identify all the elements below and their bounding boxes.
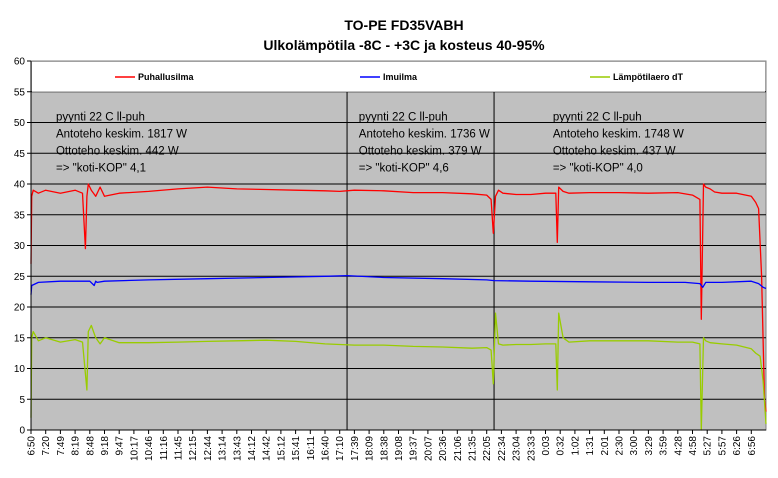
x-tick-label: 15:12: [276, 436, 287, 461]
y-tick-label: 0: [19, 426, 25, 437]
x-tick-label: 20:07: [423, 436, 434, 461]
x-tick-label: 10:46: [144, 436, 155, 461]
x-tick-label: 0:03: [541, 436, 552, 456]
x-tick-label: 16:11: [306, 436, 317, 461]
x-tick-label: 22:05: [482, 436, 493, 461]
x-tick-label: 5:57: [717, 436, 728, 456]
annotation-line: pyynti 22 C ll-puh: [56, 112, 145, 124]
x-tick-label: 21:06: [453, 436, 464, 461]
x-tick-label: 10:17: [129, 436, 140, 461]
y-tick-label: 5: [19, 395, 25, 406]
annotation-line: => "koti-KOP" 4,0: [553, 163, 643, 175]
x-tick-label: 1:31: [585, 436, 596, 456]
x-tick-label: 11:45: [174, 436, 185, 461]
series-lines: [30, 183, 767, 431]
x-tick-label: 3:00: [629, 436, 640, 456]
series-line: [30, 183, 767, 412]
x-tick-label: 3:29: [644, 436, 655, 456]
x-tick-label: 0:32: [556, 436, 567, 456]
x-tick-label: 21:35: [468, 436, 479, 461]
x-tick-label: 6:56: [747, 436, 758, 456]
y-tick-label: 10: [14, 364, 26, 375]
x-axis-ticks: 6:50 7:20 7:49 8:19 8:48 9:18 9:47 10:17 10:46 11…: [27, 430, 758, 461]
annotation-line: pyynti 22 C ll-puh: [359, 112, 448, 124]
annotations: pyynti 22 C ll-puh Antoteho keskim. 1817 …: [56, 112, 684, 175]
x-tick-label: 4:28: [673, 436, 684, 456]
x-tick-label: 14:42: [262, 436, 273, 461]
annotation-line: Antoteho keskim. 1736 W: [359, 129, 490, 141]
x-tick-label: 1:02: [570, 436, 581, 456]
x-tick-label: 22:34: [497, 436, 508, 461]
x-tick-label: 13:14: [218, 436, 229, 461]
legend-box: [32, 62, 765, 92]
x-tick-label: 18:09: [365, 436, 376, 461]
x-tick-label: 9:18: [100, 436, 111, 456]
x-tick-label: 13:43: [232, 436, 243, 461]
chart-subtitle: Ulkolämpötila -8C - +3C ja kosteus 40-95…: [263, 37, 545, 53]
x-tick-label: 5:27: [703, 436, 714, 456]
x-tick-label: 19:08: [394, 436, 405, 461]
y-tick-label: 20: [14, 303, 26, 314]
x-tick-label: 17:10: [335, 436, 346, 461]
x-tick-label: 12:15: [188, 436, 199, 461]
x-tick-label: 19:37: [409, 436, 420, 461]
y-tick-label: 15: [14, 333, 26, 344]
x-tick-label: 7:20: [41, 436, 52, 456]
x-tick-label: 17:39: [350, 436, 361, 461]
annotation-line: Ottoteho keskim. 437 W: [553, 146, 676, 158]
y-tick-label: 25: [14, 272, 26, 283]
legend-label: Puhallusilma: [138, 72, 195, 82]
x-tick-label: 6:26: [732, 436, 743, 456]
legend: Puhallusilma Imuilma Lämpötilaero dT: [32, 62, 765, 92]
x-tick-label: 14:12: [247, 436, 258, 461]
annotation-line: Antoteho keskim. 1817 W: [56, 129, 187, 141]
x-tick-label: 15:41: [291, 436, 302, 461]
x-tick-label: 4:58: [688, 436, 699, 456]
y-tick-label: 30: [14, 241, 26, 252]
series-line: [30, 274, 767, 295]
x-tick-label: 2:30: [615, 436, 626, 456]
series-line: [30, 312, 767, 431]
x-tick-label: 20:36: [438, 436, 449, 461]
x-tick-label: 7:49: [56, 436, 67, 456]
x-tick-label: 2:01: [600, 436, 611, 456]
chart-title: TO-PE FD35VABH: [344, 17, 463, 33]
annotation-line: Ottoteho keskim. 379 W: [359, 146, 482, 158]
y-tick-label: 50: [14, 118, 26, 129]
annotation-line: => "koti-KOP" 4,6: [359, 163, 449, 175]
legend-label: Lämpötilaero dT: [613, 72, 684, 82]
x-tick-label: 16:40: [321, 436, 332, 461]
y-axis-ticks: 0 5 10 15 20 25 30 35 40 45 50 55 60: [14, 57, 31, 437]
gridlines: [31, 91, 766, 400]
y-tick-label: 45: [14, 149, 26, 160]
y-tick-label: 60: [14, 57, 26, 68]
x-tick-label: 12:44: [203, 436, 214, 461]
x-tick-label: 11:16: [159, 436, 170, 461]
annotation-line: pyynti 22 C ll-puh: [553, 112, 642, 124]
annotation-line: Ottoteho keskim. 442 W: [56, 146, 179, 158]
x-tick-label: 6:50: [27, 436, 38, 456]
annotation-line: Antoteho keskim. 1748 W: [553, 129, 684, 141]
x-tick-label: 8:19: [71, 436, 82, 456]
annotation-line: => "koti-KOP" 4,1: [56, 163, 146, 175]
y-tick-label: 35: [14, 210, 26, 221]
x-tick-label: 9:47: [115, 436, 126, 456]
x-tick-label: 18:38: [379, 436, 390, 461]
x-tick-label: 3:59: [659, 436, 670, 456]
legend-label: Imuilma: [383, 72, 418, 82]
x-tick-label: 23:33: [526, 436, 537, 461]
y-tick-label: 55: [14, 87, 26, 98]
x-tick-label: 8:48: [85, 436, 96, 456]
y-tick-label: 40: [14, 180, 26, 191]
x-tick-label: 23:04: [512, 436, 523, 461]
